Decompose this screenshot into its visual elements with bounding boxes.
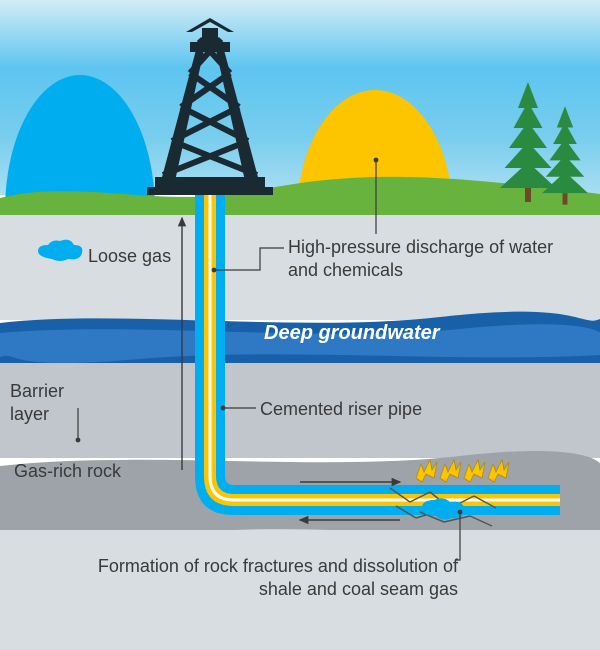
- label-barrier-layer: Barrier layer: [10, 380, 90, 425]
- label-gas-rich-rock: Gas-rich rock: [14, 460, 121, 483]
- label-loose-gas: Loose gas: [88, 245, 171, 268]
- label-high-pressure: High-pressure discharge of water and che…: [288, 236, 578, 281]
- label-cemented-riser: Cemented riser pipe: [260, 398, 422, 421]
- label-deep-groundwater: Deep groundwater: [264, 321, 440, 346]
- label-formation: Formation of rock fractures and dissolut…: [78, 555, 458, 600]
